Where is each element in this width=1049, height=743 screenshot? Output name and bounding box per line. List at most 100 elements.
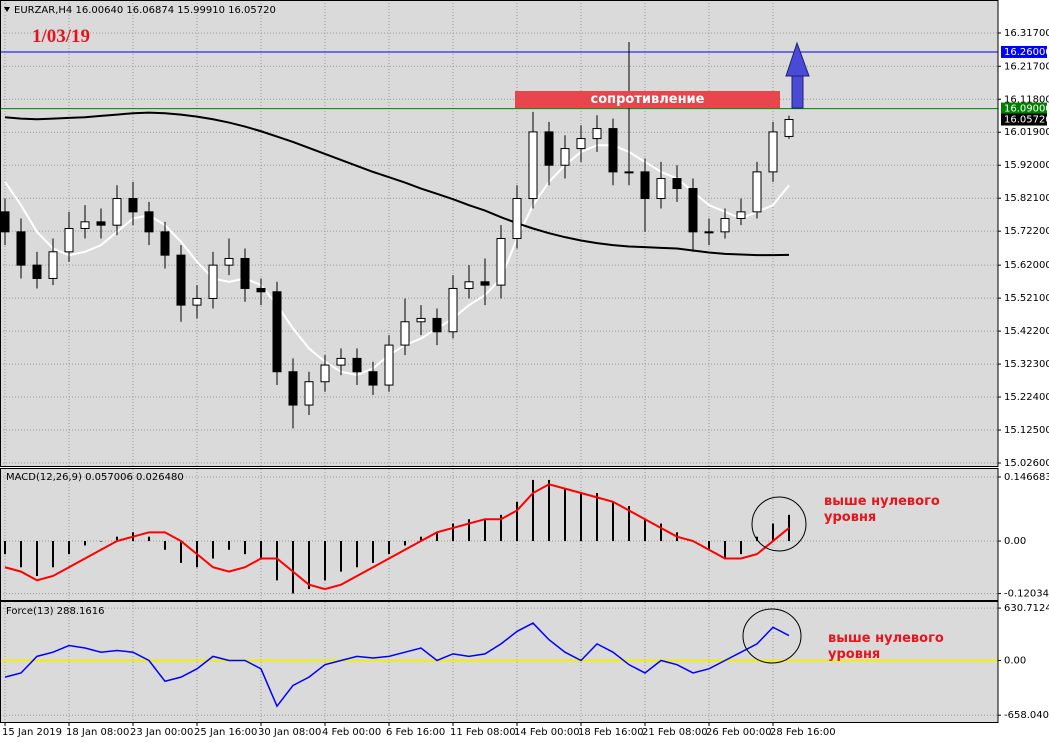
macd-bar — [612, 501, 614, 542]
candle-body — [576, 138, 586, 150]
macd-bar — [740, 541, 742, 555]
candle-body — [96, 221, 106, 226]
macd-bar — [372, 541, 374, 563]
candle-body — [320, 364, 330, 383]
macd-bar — [788, 514, 790, 542]
candle-body — [560, 148, 570, 166]
x-tick-label: 18 Feb 16:00 — [578, 727, 644, 738]
y-tick-label: 0.00 — [1004, 656, 1026, 667]
x-tick-label: 28 Feb 16:00 — [770, 727, 836, 738]
candle-body — [736, 211, 746, 220]
candle-body — [688, 188, 698, 233]
macd-bar — [148, 536, 150, 542]
macd-bar — [724, 541, 726, 559]
macd-note: выше нулевого уровня — [824, 494, 940, 525]
macd-bar — [116, 536, 118, 542]
macd-bar — [772, 523, 774, 542]
frame — [0, 0, 999, 723]
candle-body — [240, 257, 250, 289]
candle-body — [160, 231, 170, 256]
y-tick-label: 16.11800 — [1004, 94, 1049, 105]
candle-body — [368, 371, 378, 386]
macd-bar — [388, 541, 390, 555]
macd-bar — [308, 541, 310, 590]
x-tick-label: 23 Jan 00:00 — [130, 727, 193, 738]
macd-bar — [500, 514, 502, 542]
y-tick-label: 630.7124 — [1004, 603, 1049, 614]
macd-bar — [420, 536, 422, 542]
macd-bar — [468, 519, 470, 542]
candle-body — [528, 131, 538, 200]
y-tick-label: 15.22400 — [1004, 392, 1049, 403]
y-tick-label: 15.12500 — [1004, 425, 1049, 436]
resistance-label: сопротивление — [590, 92, 705, 107]
candle-body — [704, 231, 714, 234]
candle-body — [512, 198, 522, 239]
y-tick-label: 15.32300 — [1004, 359, 1049, 370]
menu-triangle — [4, 7, 10, 12]
macd-circle — [751, 496, 807, 552]
macd-bar — [436, 532, 438, 542]
candle-body — [112, 198, 122, 226]
main-panel — [0, 0, 998, 466]
x-tick-label: 18 Jan 08:00 — [66, 727, 129, 738]
y-tick-label: 16.31700 — [1004, 28, 1049, 39]
candle-body — [672, 178, 682, 190]
macd-bar — [452, 523, 454, 542]
macd-bar — [324, 541, 326, 581]
candle-body — [432, 317, 442, 333]
macd-bar — [20, 541, 22, 568]
x-tick-label: 14 Feb 00:00 — [514, 727, 580, 738]
macd-bar — [36, 541, 38, 576]
candle-body — [544, 131, 554, 166]
x-tick-label: 15 Jan 2019 — [2, 727, 62, 738]
main-title: EURZAR,H4 16.00640 16.06874 15.99910 16.… — [14, 5, 276, 16]
macd-bar — [340, 541, 342, 572]
candle-body — [784, 119, 794, 137]
candle-body — [336, 357, 346, 366]
force-line — [4, 622, 790, 708]
macd-bar — [660, 523, 662, 542]
candle-body — [768, 131, 778, 173]
candle-body — [32, 264, 42, 279]
x-tick-label: 25 Jan 16:00 — [194, 727, 257, 738]
candle-body — [48, 251, 58, 279]
candle-body — [352, 357, 362, 373]
candle-body — [496, 237, 506, 286]
macd-bar — [84, 541, 86, 546]
force-frame — [0, 601, 999, 723]
x-tick-label: 4 Feb 00:00 — [322, 727, 381, 738]
macd-bar — [596, 493, 598, 542]
candle-body — [384, 344, 394, 386]
signal-line — [4, 483, 790, 591]
moving-average — [4, 111, 790, 257]
x-tick-label: 6 Feb 16:00 — [386, 727, 445, 738]
macd-bar — [180, 541, 182, 563]
resistance-box — [515, 91, 780, 108]
macd-bar — [628, 506, 630, 542]
candle-body — [288, 371, 298, 406]
macd-bar — [532, 479, 534, 542]
candle-body — [480, 281, 490, 286]
y-tick-label: 16.21700 — [1004, 61, 1049, 72]
candle-body — [608, 128, 618, 173]
candle-body — [192, 297, 202, 306]
marks — [0, 41, 998, 708]
candle-body — [752, 171, 762, 213]
candle-body — [256, 287, 266, 293]
macd-bar — [644, 519, 646, 542]
candle-body — [128, 198, 138, 213]
y-tick-label: 0.00 — [1004, 536, 1026, 547]
macd-bar — [228, 541, 230, 550]
macd-bar — [404, 541, 406, 546]
macd-bar — [52, 541, 54, 568]
macd-bar — [516, 501, 518, 542]
macd-bar — [292, 541, 294, 594]
candle-body — [464, 281, 474, 289]
force-note: выше нулевого уровня — [828, 631, 944, 662]
macd-bar — [276, 541, 278, 581]
y-tick-label: 16.01900 — [1004, 127, 1049, 138]
last-price-label: 16.05720 — [1004, 115, 1049, 126]
macd-panel — [0, 469, 998, 600]
